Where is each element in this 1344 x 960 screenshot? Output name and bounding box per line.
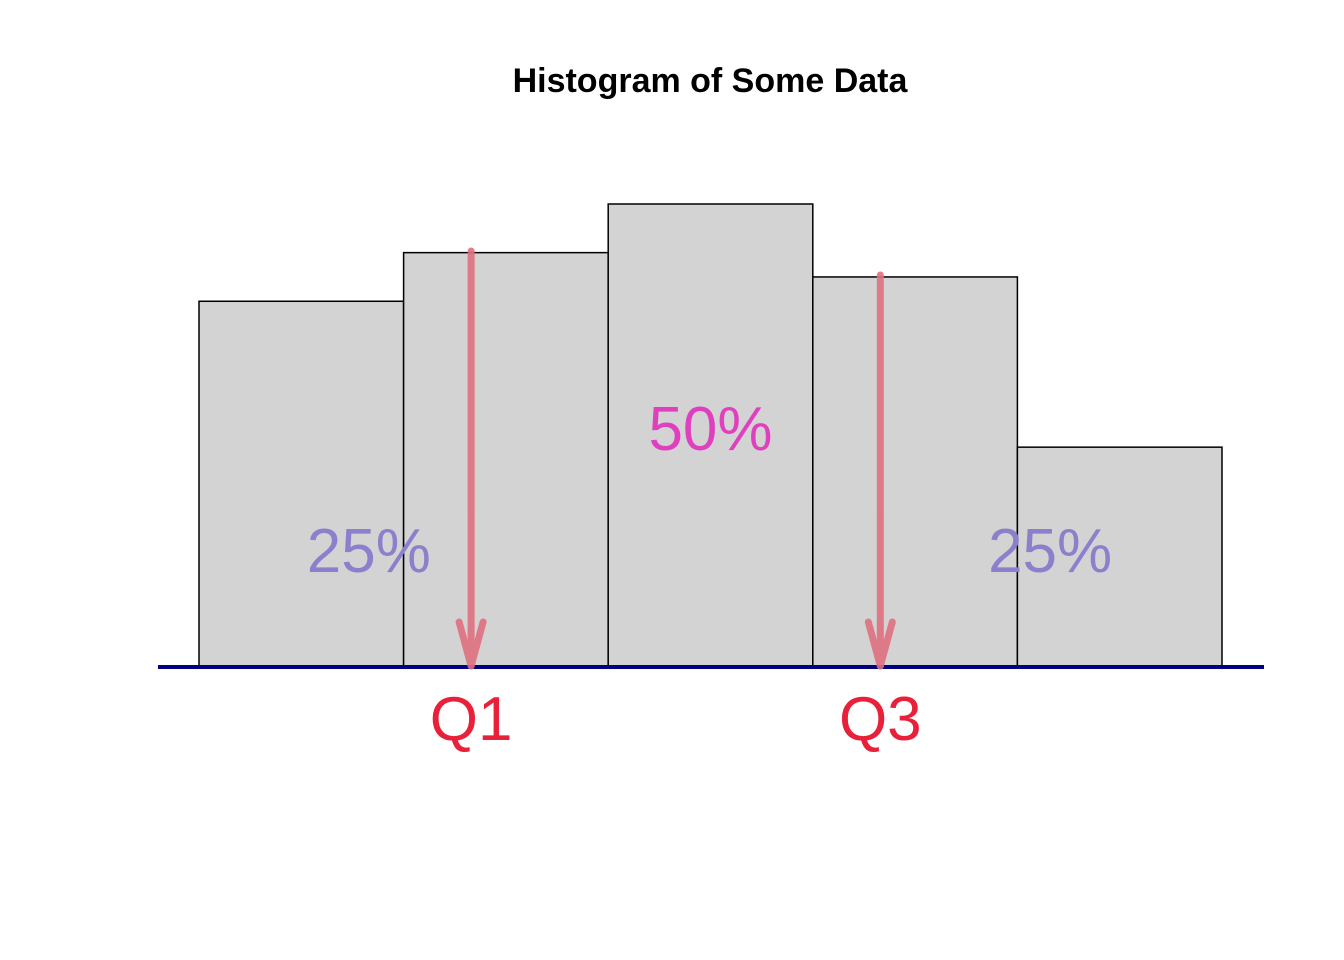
- histogram-bars: [198, 203, 1223, 667]
- histogram-bar-5: [1016, 446, 1223, 667]
- region-labels: 25% 50% 25%: [307, 395, 1112, 586]
- quartile-arrow-q1: [455, 247, 487, 670]
- histogram-bar-1: [198, 300, 405, 667]
- quartile-label-q1: Q1: [430, 685, 513, 754]
- region-label-3: 25%: [988, 517, 1112, 586]
- histogram-bar-2: [402, 251, 609, 667]
- histogram-bar-4: [812, 276, 1019, 667]
- histogram-bar-3: [607, 203, 814, 667]
- region-label-2: 50%: [648, 395, 772, 464]
- quartile-label-q3: Q3: [839, 685, 922, 754]
- chart-title: Histogram of Some Data: [513, 62, 909, 100]
- quartile-arrows: [455, 247, 896, 670]
- quartile-arrow-q3: [864, 271, 896, 670]
- quartile-labels: Q1 Q3: [430, 685, 922, 754]
- region-label-1: 25%: [307, 517, 431, 586]
